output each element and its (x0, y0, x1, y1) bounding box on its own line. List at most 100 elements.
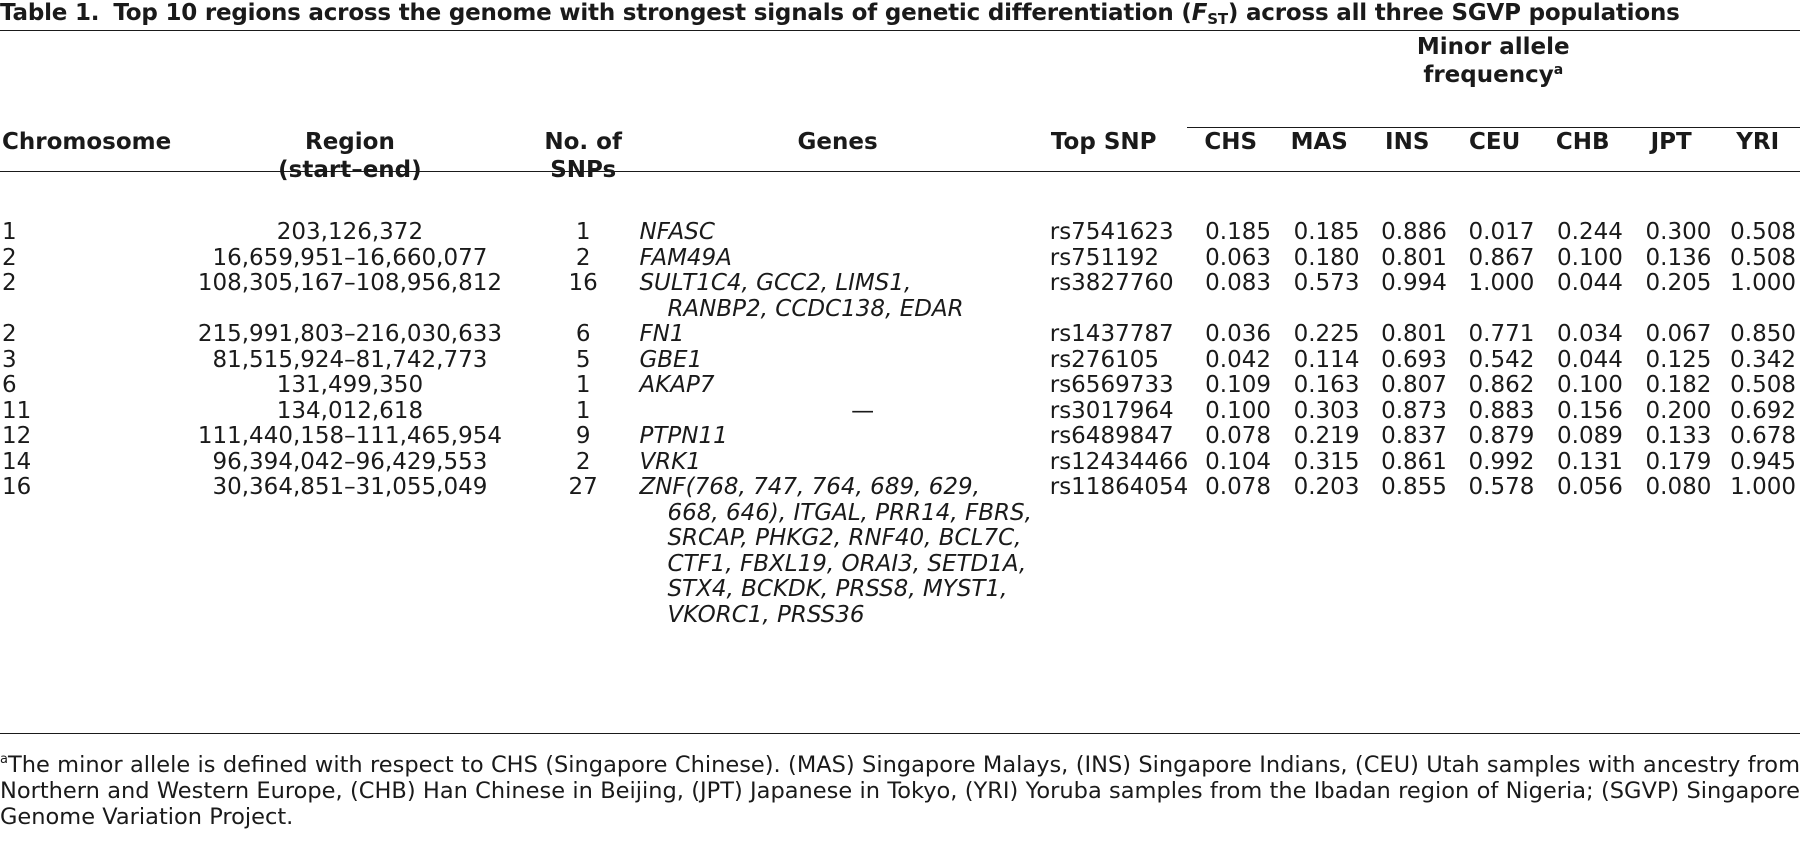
cell-region: 81,515,924–81,742,773 (212, 346, 488, 373)
cell-maf-jpt: 0.080 (1645, 474, 1712, 500)
gene-list-line: FAM49A (639, 244, 732, 271)
table-body: 1 203,126,372 1 NFASC rs7541623 0.185 0.185 0.8… (0, 198, 1800, 628)
col-header-yri: YRI (1736, 129, 1780, 155)
cell-maf-mas: 0.225 (1293, 321, 1360, 347)
footnote-marker: a (0, 752, 8, 767)
cell-region: 131,499,350 (276, 372, 424, 398)
cell-maf-yri: 1.000 (1730, 474, 1796, 500)
header-spacer (0, 33, 1187, 128)
cell-top-snp: rs6489847 (1049, 423, 1174, 449)
table-row: 12 111,440,158–111,465,954 9 PTPN11 rs648984… (0, 423, 1800, 450)
cell-maf-ins: 0.801 (1381, 321, 1447, 347)
cell-maf-ins: 0.693 (1381, 346, 1447, 373)
cell-maf-mas: 0.315 (1293, 448, 1360, 475)
cell-maf-mas: 0.219 (1293, 423, 1360, 449)
table-bottom-rule (0, 733, 1800, 734)
cell-maf-jpt: 0.182 (1645, 372, 1712, 398)
cell-maf-chb: 0.089 (1557, 423, 1623, 449)
cell-top-snp: rs7541623 (1049, 219, 1174, 245)
cell-maf-yri: 0.678 (1730, 423, 1796, 449)
cell-maf-jpt: 0.067 (1645, 321, 1712, 347)
col-header-top-snp: Top SNP (1050, 128, 1157, 155)
cell-maf-jpt: 0.136 (1645, 244, 1712, 271)
cell-region: 96,394,042–96,429,553 (212, 448, 488, 475)
cell-chromosome: 11 (2, 397, 32, 424)
cell-maf-ins: 0.873 (1381, 397, 1447, 424)
table-row: 2 108,305,167–108,956,812 16 SULT1C4, GCC2,… (0, 270, 1800, 322)
col-header-region: Region (start–end) (278, 128, 422, 183)
cell-chromosome: 2 (2, 321, 17, 347)
cell-genes: GBE1 (629, 346, 1045, 374)
cell-maf-ceu: 0.542 (1468, 346, 1535, 373)
cell-maf-chs: 0.083 (1205, 270, 1271, 296)
cell-maf-mas: 0.163 (1293, 372, 1360, 398)
cell-maf-ceu: 0.862 (1468, 372, 1535, 398)
header-bottom-rule (0, 171, 1800, 172)
cell-maf-jpt: 0.133 (1645, 423, 1712, 449)
gene-list-line: 668, 646), ITGAL, PRR14, FBRS, (667, 499, 1032, 526)
cell-maf-chb: 0.056 (1557, 474, 1623, 500)
cell-maf-yri: 0.945 (1730, 448, 1796, 475)
table-row: 2 16,659,951–16,660,077 2 FAM49A rs751192 0.0… (0, 244, 1800, 272)
cell-top-snp: rs3017964 (1049, 397, 1174, 424)
gene-list-line: STX4, BCKDK, PRSS8, MYST1, (667, 576, 1008, 602)
cell-maf-chs: 0.100 (1205, 397, 1271, 424)
cell-top-snp: rs276105 (1049, 346, 1159, 373)
gene-list-line: CTF1, FBXL19, ORAI3, SETD1A, (667, 550, 1027, 577)
top-rule (0, 30, 1800, 31)
table-row: 6 131,499,350 1 AKAP7 rs6569733 0.109 0.163 0.8… (0, 372, 1800, 399)
table-row: 2 215,991,803–216,030,633 6 FN1 rs1437787 0.0… (0, 321, 1800, 348)
gene-list-line: PTPN11 (639, 423, 728, 449)
cell-maf-ins: 0.994 (1381, 270, 1447, 296)
cell-chromosome: 1 (2, 219, 17, 245)
caption-title-end: ) across all three SGVP populations (1227, 0, 1680, 26)
table-row: 3 81,515,924–81,742,773 5 GBE1 rs276105 0.042… (0, 346, 1800, 374)
cell-snp-count: 16 (568, 270, 598, 296)
gene-list-line: SULT1C4, GCC2, LIMS1, (639, 270, 912, 296)
maf-group-line1: Minor allele (1416, 34, 1570, 60)
cell-region: 30,364,851–31,055,049 (212, 474, 488, 500)
cell-maf-chb: 0.131 (1557, 448, 1623, 475)
gene-list-line: SRCAP, PHKG2, RNF40, BCL7C, (667, 525, 1022, 551)
cell-maf-ceu: 0.578 (1468, 474, 1535, 500)
cell-maf-chs: 0.078 (1205, 423, 1271, 449)
cell-maf-ins: 0.861 (1381, 448, 1447, 475)
cell-maf-ceu: 1.000 (1468, 270, 1535, 296)
cell-maf-ins: 0.886 (1381, 219, 1447, 245)
maf-group-header: Minor allele frequencya (1186, 33, 1800, 128)
cell-maf-mas: 0.303 (1293, 397, 1360, 424)
cell-chromosome: 3 (2, 346, 17, 373)
cell-maf-chb: 0.044 (1557, 270, 1623, 296)
gene-list-line: GBE1 (639, 346, 703, 373)
col-header-mas: MAS (1290, 129, 1348, 155)
cell-maf-ins: 0.807 (1381, 372, 1447, 398)
cell-maf-chs: 0.063 (1205, 244, 1271, 271)
fst-subscript: ST (1207, 10, 1228, 28)
table-row: 11 134,012,618 1 — rs3017964 0.100 0.303 0.873 0… (0, 397, 1800, 425)
cell-maf-mas: 0.185 (1293, 219, 1360, 245)
footnote-text: The minor allele is defined with respect… (0, 752, 1800, 830)
cell-maf-mas: 0.203 (1293, 474, 1360, 500)
cell-maf-chb: 0.244 (1557, 219, 1623, 245)
cell-maf-mas: 0.180 (1293, 244, 1360, 271)
cell-maf-chs: 0.042 (1205, 346, 1271, 373)
caption-title-start: Top 10 regions across the genome with st… (113, 0, 1192, 26)
cell-snp-count: 2 (575, 448, 591, 475)
genes-none-dash: — (851, 397, 875, 424)
table-footnote: aThe minor allele is defined with respec… (0, 752, 1800, 830)
cell-region: 203,126,372 (276, 219, 424, 245)
cell-maf-jpt: 0.200 (1645, 397, 1712, 424)
cell-chromosome: 6 (2, 372, 17, 398)
cell-maf-yri: 0.508 (1730, 219, 1796, 245)
cell-maf-jpt: 0.205 (1645, 270, 1712, 296)
cell-region: 16,659,951–16,660,077 (212, 244, 488, 271)
table-label: Table 1. (0, 0, 100, 26)
gene-list-line: AKAP7 (639, 372, 715, 398)
cell-maf-yri: 0.850 (1730, 321, 1796, 347)
col-header-genes: Genes (797, 128, 878, 155)
cell-snp-count: 2 (575, 244, 591, 271)
cell-snp-count: 5 (575, 346, 591, 373)
cell-maf-jpt: 0.179 (1645, 448, 1712, 475)
table-row: 1 203,126,372 1 NFASC rs7541623 0.185 0.185 0.8… (0, 198, 1800, 246)
cell-chromosome: 2 (2, 270, 17, 296)
